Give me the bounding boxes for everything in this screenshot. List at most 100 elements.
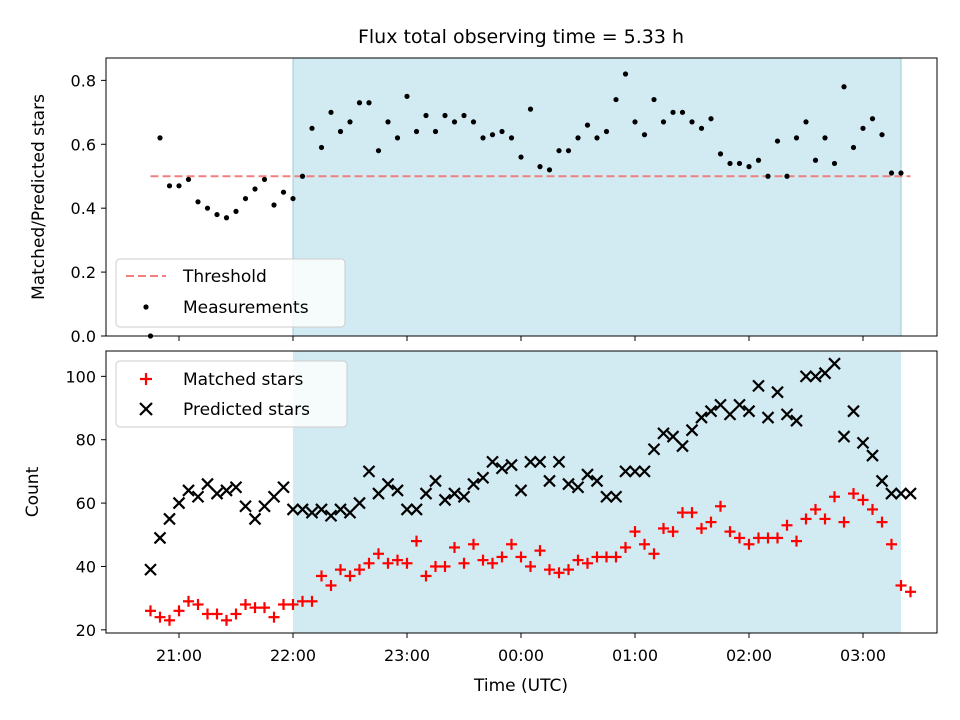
measurement-point [252, 186, 258, 192]
legend-threshold-label: Threshold [182, 267, 267, 287]
measurement-point [233, 208, 239, 214]
matched-stars-point [582, 557, 593, 569]
measurement-point [565, 148, 572, 154]
measurement-point [461, 112, 467, 119]
measurement-point [860, 125, 866, 131]
matched-stars-point [838, 516, 850, 528]
x-tick-label: 21:00 [156, 646, 202, 665]
matched-stars-point [791, 535, 802, 547]
measurement-point [375, 148, 382, 154]
x-tick-label: 23:00 [384, 646, 430, 665]
matched-stars-point [306, 595, 318, 607]
measurement-point [603, 128, 610, 135]
matched-stars-point [373, 548, 384, 560]
predicted-stars-point [818, 366, 832, 380]
measurement-point [442, 112, 448, 119]
matched-stars-point [800, 513, 812, 525]
predicted-stars-point [752, 379, 765, 393]
x-axis-label: Time (UTC) [473, 676, 568, 696]
measurement-point [537, 164, 543, 170]
matched-stars-point [781, 519, 793, 531]
predicted-stars-point [790, 414, 803, 427]
predicted-stars-point [638, 465, 651, 478]
predicted-stars-point [847, 404, 860, 418]
matched-stars-point [449, 541, 460, 553]
matched-stars-point [886, 538, 897, 550]
measurement-point [166, 183, 173, 189]
matched-stars-point [506, 538, 517, 550]
measurement-point [518, 154, 524, 160]
measurement-point [698, 125, 705, 131]
predicted-stars-point [856, 436, 870, 450]
measurement-point [204, 205, 211, 211]
matched-stars-point [487, 557, 498, 569]
ratio-y-tick-label: 0.2 [71, 263, 96, 282]
matched-stars-point [211, 608, 223, 620]
measurement-point [214, 211, 220, 218]
measurement-point [176, 183, 182, 189]
matched-stars-point [724, 526, 736, 538]
count-y-tick-label: 100 [65, 367, 96, 386]
matched-stars-point [553, 567, 565, 579]
predicted-stars-point [172, 496, 186, 510]
measurement-point [888, 170, 895, 176]
predicted-stars-point [723, 408, 737, 421]
predicted-stars-point [258, 499, 271, 513]
measurement-point [784, 173, 790, 179]
matched-stars-point [268, 611, 280, 623]
predicted-stars-point [438, 493, 452, 507]
measurement-point [613, 96, 619, 103]
predicted-stars-point [505, 458, 518, 472]
predicted-stars-point [343, 506, 357, 519]
matched-stars-point [753, 532, 764, 544]
matched-stars-point [534, 545, 546, 557]
count-legend-box [115, 360, 348, 428]
predicted-stars-point [761, 411, 775, 424]
matched-stars-point [240, 598, 251, 610]
predicted-stars-point [571, 480, 585, 494]
predicted-stars-point [514, 484, 528, 497]
measurement-point [366, 100, 372, 106]
predicted-stars-point [334, 503, 347, 516]
predicted-stars-point [182, 484, 195, 497]
predicted-stars-point [866, 449, 879, 462]
predicted-stars-point [419, 487, 433, 500]
predicted-stars-point [533, 455, 547, 469]
measurement-point [195, 199, 201, 205]
x-tick-label: 01:00 [612, 646, 658, 665]
measurement-point [394, 135, 401, 141]
matched-stars-point [867, 503, 878, 515]
predicted-stars-point [467, 477, 480, 491]
predicted-stars-point [429, 474, 442, 488]
matched-stars-point [183, 595, 194, 607]
measurement-point [746, 164, 752, 170]
matched-stars-point [202, 608, 213, 620]
predicted-stars-point [904, 487, 917, 500]
predicted-stars-point [609, 490, 623, 504]
measurement-point [660, 119, 667, 125]
ratio-shaded-region [293, 58, 901, 336]
predicted-stars-point [201, 477, 214, 491]
matched-stars-point [192, 598, 204, 610]
ratio-panel: 0.00.20.40.60.8 Matched/Predicted stars … [29, 57, 938, 346]
predicted-stars-point [144, 563, 157, 576]
matched-stars-point [648, 548, 660, 560]
measurement-point [641, 132, 648, 138]
matched-stars-point [401, 557, 413, 569]
matched-stars-point [629, 526, 641, 538]
measurement-point [423, 112, 429, 119]
measurement-point [812, 157, 819, 163]
measurement-point [223, 215, 230, 221]
matched-stars-point [477, 554, 489, 566]
measurement-point [157, 135, 163, 141]
measurement-point [470, 119, 477, 125]
predicted-stars-point [362, 465, 376, 478]
legend-measurements-swatch [143, 304, 149, 310]
count-y-tick-label: 60 [76, 494, 96, 513]
count-shaded-region [293, 351, 901, 633]
predicted-stars-point [799, 370, 813, 383]
predicted-stars-point [239, 499, 252, 513]
matched-stars-point [829, 491, 840, 503]
matched-stars-point [658, 522, 669, 534]
count-y-tick-label: 80 [76, 431, 96, 450]
